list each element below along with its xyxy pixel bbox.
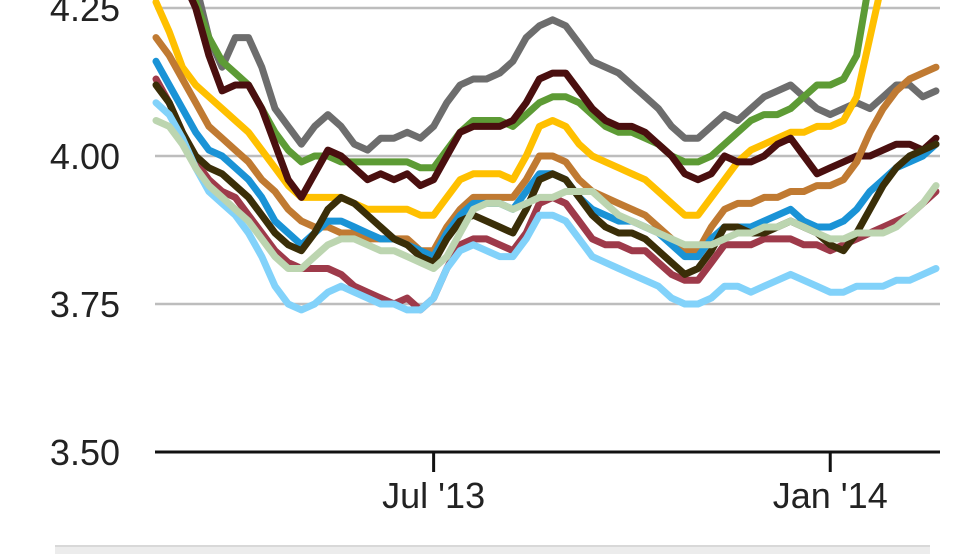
series-line-2 [190, 0, 870, 172]
series-line-10 [152, 117, 940, 272]
x-tick-label: Jul '13 [382, 475, 485, 516]
series-lines [152, 0, 940, 314]
x-tick-label: Jan '14 [773, 475, 888, 516]
series-line-4 [188, 0, 940, 201]
series-line-3 [152, 0, 882, 219]
series-line-5 [152, 34, 940, 255]
series-line-9 [152, 99, 940, 314]
x-axis-labels: Jul '13 Jan '14 [382, 475, 888, 516]
y-axis-labels: 3.50 3.75 4.00 4.25 [50, 0, 120, 473]
y-tick-label: 4.25 [50, 0, 120, 29]
x-axis [155, 450, 940, 472]
y-tick-label: 3.50 [50, 432, 120, 473]
chart-footer-bar [55, 545, 930, 554]
y-tick-label: 4.00 [50, 136, 120, 177]
y-tick-label: 3.75 [50, 284, 120, 325]
